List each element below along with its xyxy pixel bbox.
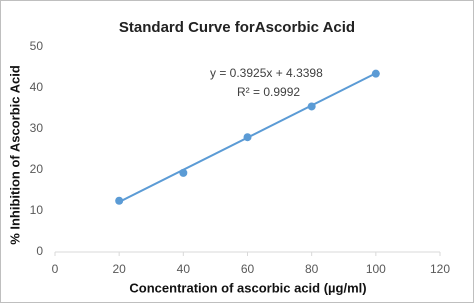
x-tick-label: 100 (366, 262, 386, 276)
y-tick-label: 10 (30, 203, 44, 217)
equation: y = 0.3925x + 4.3398 (210, 66, 323, 80)
r-squared: R² = 0.9992 (237, 85, 300, 99)
data-point (243, 133, 252, 142)
y-tick-label: 30 (30, 121, 44, 135)
chart-title: Standard Curve forAscorbic Acid (119, 19, 355, 36)
x-tick-label: 120 (430, 262, 450, 276)
x-tick-label: 0 (52, 262, 59, 276)
y-tick-label: 50 (30, 39, 44, 53)
y-tick-label: 40 (30, 80, 44, 94)
x-axis-title: Concentration of ascorbic acid (µg/ml) (129, 280, 366, 295)
x-tick-label: 60 (241, 262, 255, 276)
x-tick-label: 40 (177, 262, 191, 276)
x-tick-label: 80 (305, 262, 319, 276)
data-point (371, 69, 380, 78)
data-point (307, 102, 316, 111)
y-tick-label: 20 (30, 162, 44, 176)
y-axis-title: % Inhibition of Ascorbic Acid (7, 65, 22, 245)
data-point (179, 168, 188, 177)
x-tick-label: 20 (112, 262, 126, 276)
y-tick-label: 0 (36, 244, 43, 258)
data-point (115, 196, 124, 205)
